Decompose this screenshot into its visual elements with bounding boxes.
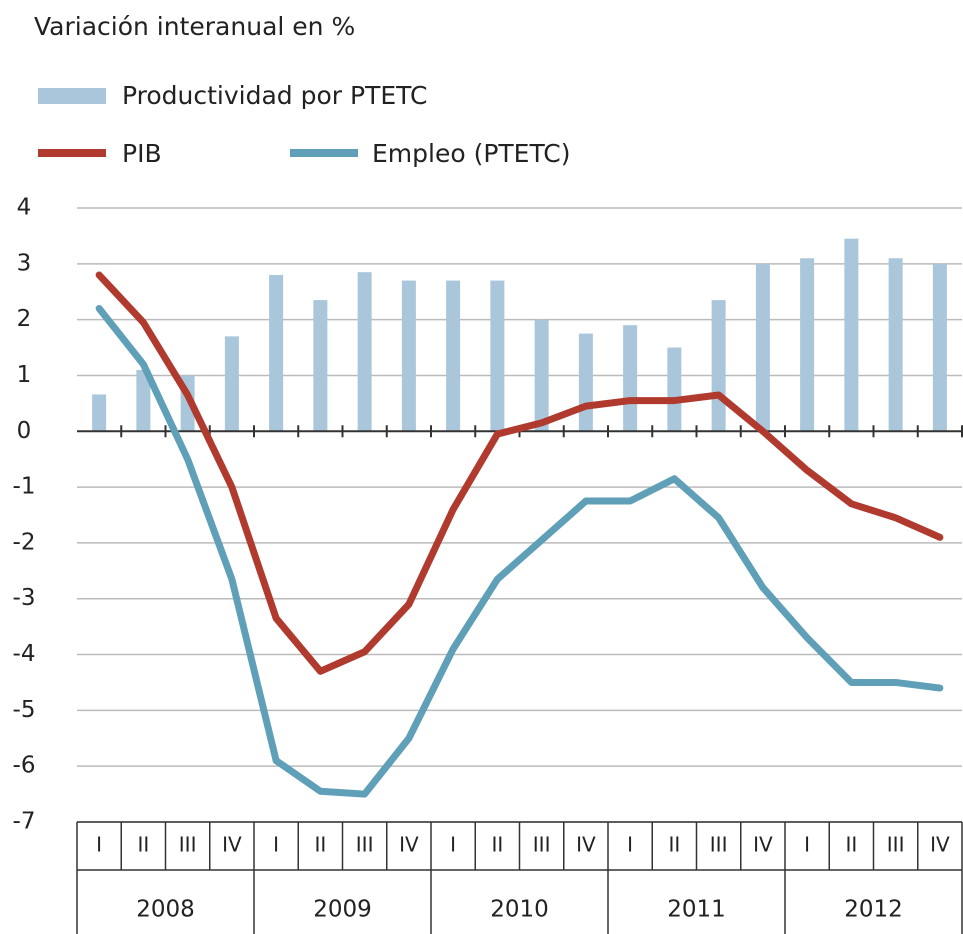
bar	[578, 333, 593, 432]
bar	[92, 394, 107, 432]
bar	[711, 300, 726, 432]
bar	[357, 272, 372, 432]
bar	[932, 263, 947, 432]
y-tick-label: -2	[13, 529, 36, 555]
x-tick-label: I	[627, 833, 633, 857]
bar	[800, 258, 815, 432]
y-tick-label: -1	[13, 474, 36, 500]
bar	[755, 263, 770, 432]
x-tick-label: II	[668, 833, 680, 857]
x-tick-label: IV	[753, 833, 773, 857]
y-tick-label: 0	[17, 418, 32, 444]
chart-title: Variación interanual en %	[34, 12, 355, 41]
legend-label: PIB	[122, 139, 162, 168]
year-label: 2012	[844, 897, 903, 923]
bar	[401, 280, 416, 432]
bar	[313, 300, 328, 432]
bar	[844, 238, 859, 432]
y-tick-label: 3	[17, 250, 32, 276]
bar	[888, 258, 903, 432]
year-label: 2009	[313, 897, 372, 923]
x-tick-label: I	[273, 833, 279, 857]
x-tick-label: IV	[576, 833, 596, 857]
x-tick-label: IV	[930, 833, 950, 857]
x-tick-label: III	[887, 833, 905, 857]
legend-label: Empleo (PTETC)	[372, 139, 571, 168]
line	[95, 304, 944, 798]
y-tick-label: -4	[13, 641, 36, 667]
x-tick-label: I	[450, 833, 456, 857]
y-tick-label: -6	[13, 753, 36, 779]
y-tick-label: -3	[13, 585, 36, 611]
x-tick-label: II	[137, 833, 149, 857]
bar	[269, 274, 284, 432]
y-tick-label: 1	[17, 362, 32, 388]
year-label: 2011	[667, 897, 726, 923]
line	[95, 271, 944, 675]
bar	[136, 369, 151, 432]
x-tick-label: III	[356, 833, 374, 857]
legend-label: Productividad por PTETC	[122, 81, 427, 110]
bar	[534, 319, 549, 432]
x-tick-label: II	[491, 833, 503, 857]
x-tick-label: III	[710, 833, 728, 857]
x-tick-label: I	[804, 833, 810, 857]
x-tick-label: IV	[399, 833, 419, 857]
bar	[667, 347, 682, 432]
bar	[623, 325, 638, 432]
year-label: 2008	[136, 897, 195, 923]
bar	[446, 280, 461, 432]
x-tick-label: II	[314, 833, 326, 857]
x-tick-label: III	[179, 833, 197, 857]
x-tick-label: II	[845, 833, 857, 857]
year-label: 2010	[490, 897, 549, 923]
legend-swatch	[38, 88, 106, 104]
bar	[490, 280, 505, 432]
y-tick-label: 2	[17, 306, 32, 332]
x-tick-label: III	[533, 833, 551, 857]
y-tick-label: -7	[13, 809, 36, 835]
x-tick-label: IV	[222, 833, 242, 857]
x-tick-label: I	[96, 833, 102, 857]
bar	[224, 336, 239, 432]
y-tick-label: 4	[17, 195, 32, 221]
y-tick-label: -5	[13, 697, 36, 723]
